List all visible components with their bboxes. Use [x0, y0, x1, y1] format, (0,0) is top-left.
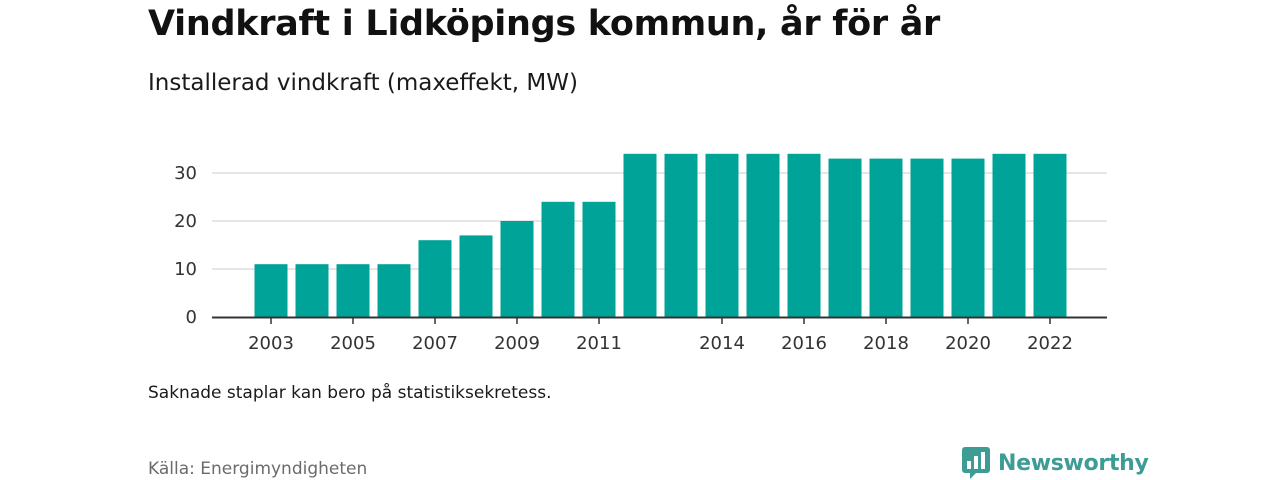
bars — [254, 153, 1067, 317]
y-tick-label: 30 — [174, 163, 197, 184]
bar-2011 — [582, 201, 616, 317]
bar-2004 — [295, 264, 329, 317]
y-tick-label: 10 — [174, 259, 197, 280]
brand-logo: Newsworthy — [962, 447, 1149, 479]
bar-2014 — [705, 153, 739, 317]
y-tick-label: 20 — [174, 211, 197, 232]
source-label: Källa: Energimyndigheten — [148, 459, 368, 479]
bar-2005 — [336, 264, 370, 317]
x-tick-label: 2020 — [945, 333, 991, 354]
y-axis-labels: 0 10 20 30 — [174, 163, 197, 328]
bar-2009 — [500, 221, 534, 317]
bar-2010 — [541, 201, 575, 317]
x-tick-label: 2018 — [863, 333, 909, 354]
x-axis-labels: 2003 2005 2007 2009 2011 2014 2016 2018 2020 2022 — [248, 318, 1073, 354]
chart-title: Vindkraft i Lidköpings kommun, år för år — [148, 4, 940, 44]
bar-2012 — [623, 153, 657, 317]
bar-2008 — [459, 235, 493, 317]
bar-2007 — [418, 240, 452, 317]
x-tick-label: 2014 — [699, 333, 745, 354]
x-tick-label: 2003 — [248, 333, 294, 354]
bar-2019 — [910, 158, 944, 317]
bar-2020 — [951, 158, 985, 317]
bar-2018 — [869, 158, 903, 317]
x-tick-label: 2009 — [494, 333, 540, 354]
x-tick-label: 2011 — [576, 333, 622, 354]
bar-2016 — [787, 153, 821, 317]
bar-2013 — [664, 153, 698, 317]
newsworthy-logo-icon — [962, 447, 990, 479]
x-tick-label: 2007 — [412, 333, 458, 354]
bar-2015 — [746, 153, 780, 317]
bar-chart: 0 10 20 30 2003 2005 2007 2009 2011 2014 2016 2018… — [174, 153, 1107, 354]
bar-2006 — [377, 264, 411, 317]
chart-subtitle: Installerad vindkraft (maxeffekt, MW) — [148, 70, 578, 96]
y-tick-label: 0 — [186, 307, 197, 328]
x-tick-label: 2016 — [781, 333, 827, 354]
x-tick-label: 2005 — [330, 333, 376, 354]
x-tick-label: 2022 — [1027, 333, 1073, 354]
bar-2017 — [828, 158, 862, 317]
bar-2022 — [1033, 153, 1067, 317]
chart-note: Saknade staplar kan bero på statistiksek… — [148, 383, 552, 403]
bar-2021 — [992, 153, 1026, 317]
brand-name: Newsworthy — [998, 450, 1149, 476]
bar-2003 — [254, 264, 288, 317]
